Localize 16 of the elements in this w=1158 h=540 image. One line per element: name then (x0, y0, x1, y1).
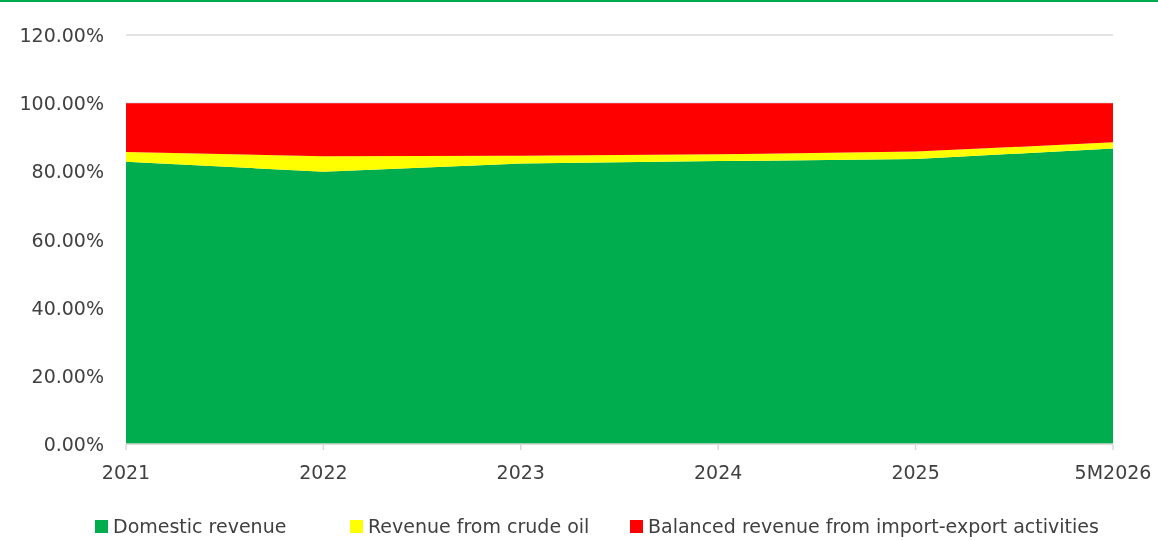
y-tick-label: 60.00% (31, 228, 104, 251)
x-tick-label: 2024 (694, 461, 743, 483)
y-tick-label: 120.00% (19, 24, 104, 46)
x-tick-label: 2022 (299, 461, 348, 483)
y-tick-label: 40.00% (31, 296, 104, 319)
legend-label: Revenue from crude oil (368, 515, 590, 537)
y-tick-label: 0.00% (43, 433, 104, 455)
x-tick-label: 5M2026 (1074, 461, 1152, 483)
x-tick-label: 2025 (891, 461, 940, 483)
legend-label: Domestic revenue (113, 515, 287, 537)
x-tick-label: 2021 (101, 461, 151, 483)
legend-label: Balanced revenue from import-export activities (648, 515, 1099, 537)
y-tick-label: 100.00% (19, 92, 104, 115)
x-tick-label: 2023 (496, 461, 545, 483)
y-tick-label: 80.00% (31, 160, 104, 183)
y-tick-label: 20.00% (31, 364, 104, 387)
